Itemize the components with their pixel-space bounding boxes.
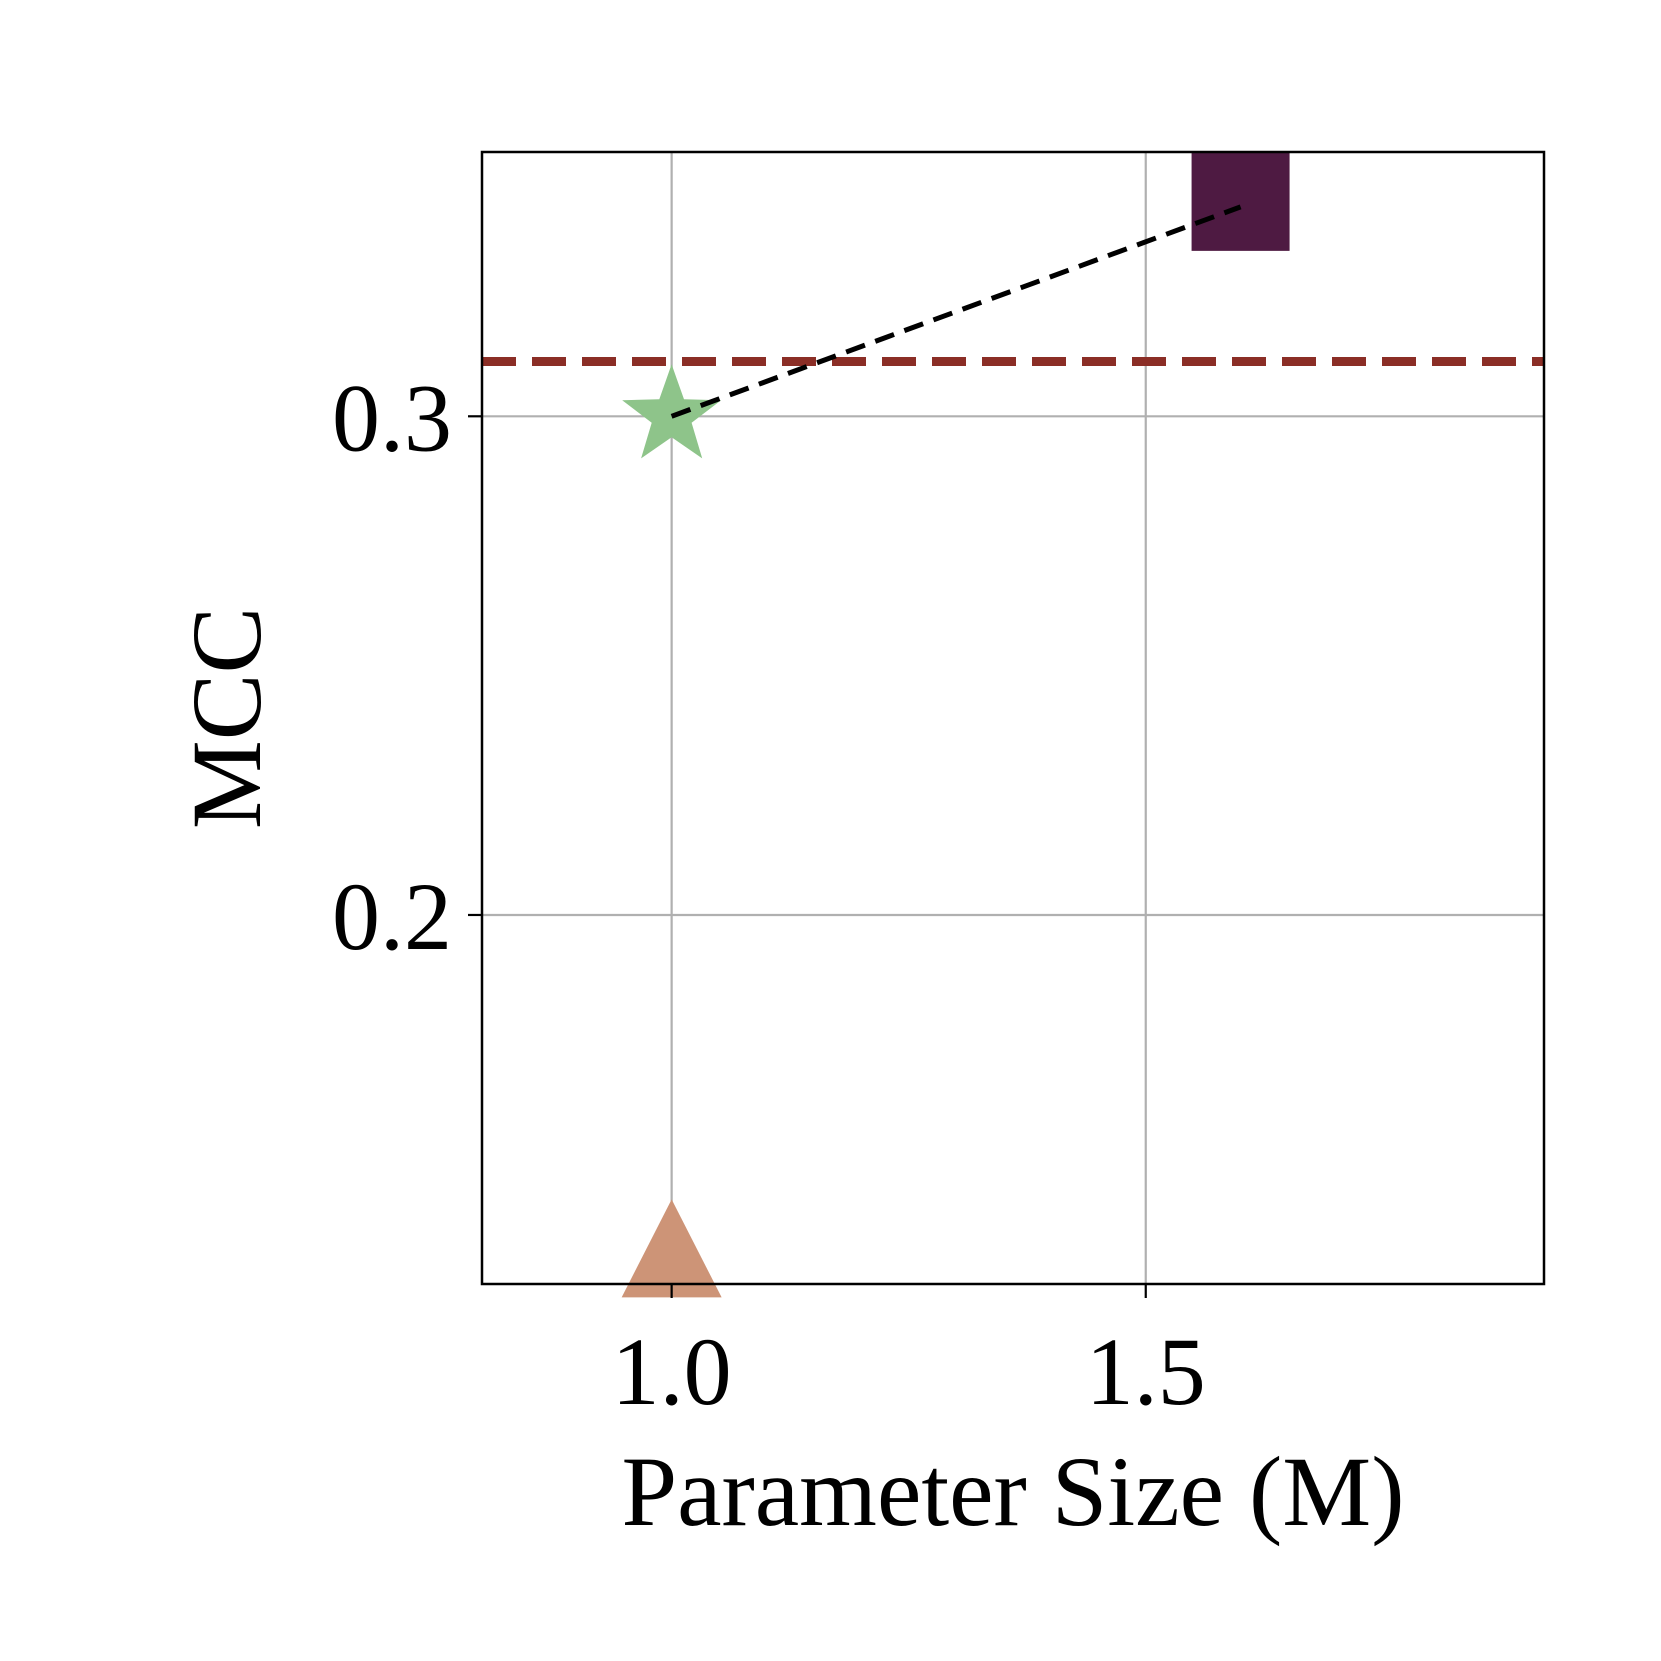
grid-lines bbox=[482, 152, 1544, 1284]
tick-labels: 1.0 1.5 0.2 0.3 bbox=[332, 364, 1206, 1425]
y-tick-label-1: 0.3 bbox=[332, 364, 452, 471]
y-tick-label-0: 0.2 bbox=[332, 863, 452, 970]
axis-ticks bbox=[468, 415, 1147, 1298]
star-marker-1 bbox=[622, 364, 722, 459]
square-marker-0 bbox=[1191, 152, 1290, 251]
x-axis-label: Parameter Size (M) bbox=[621, 1436, 1404, 1547]
x-tick-label-0: 1.0 bbox=[612, 1318, 732, 1425]
y-axis-label: MCC bbox=[171, 607, 282, 829]
triangle-marker-2 bbox=[621, 1199, 722, 1298]
trend-line bbox=[670, 204, 1242, 419]
data-points bbox=[621, 152, 1290, 1298]
trend-line-group bbox=[670, 204, 1242, 419]
x-tick-label-1: 1.5 bbox=[1086, 1318, 1206, 1425]
plot-frame bbox=[480, 150, 1546, 1286]
